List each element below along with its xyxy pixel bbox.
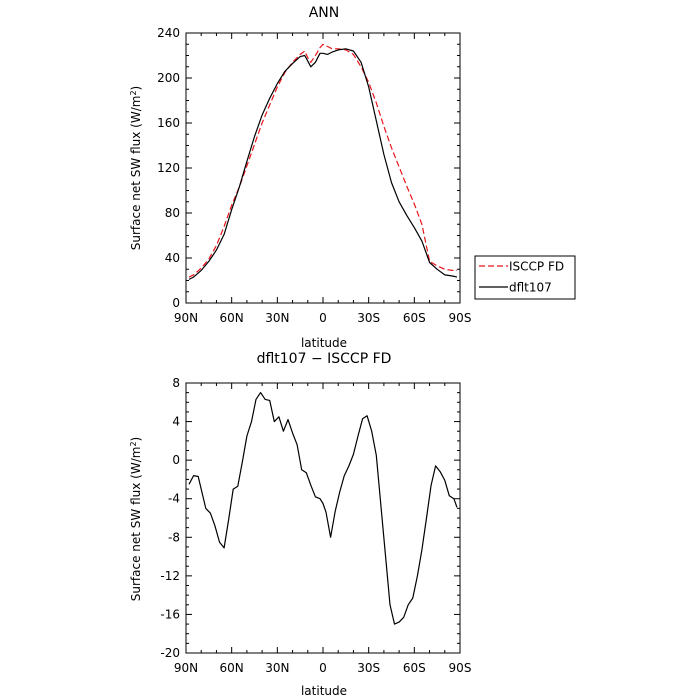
x-tick-label: 90S [449,311,472,325]
y-tick-label: 80 [165,206,180,220]
series-line-isccp-fd [188,43,457,278]
y-tick-label: 200 [157,71,180,85]
bottom-x-axis-label: latitude [301,684,347,698]
x-tick-label: 90S [449,661,472,675]
bottom-plot-frame [185,382,461,654]
x-tick-label: 30S [357,311,380,325]
x-tick-label: 30S [357,661,380,675]
x-tick-label: 60S [403,311,426,325]
bottom-y-axis-label: Surface net SW flux (W/m2) [129,437,144,601]
top-x-axis-label: latitude [301,336,347,350]
y-tick-label: 120 [157,161,180,175]
x-tick-label: 30N [265,311,289,325]
legend-label-isccp: ISCCP FD [509,260,564,274]
bottom-axis-ticks: -20 -16 -12 -8 -4 0 4 8 90N 60N 30N 0 30S 60S 90S [160,376,471,675]
series-line-difference [188,392,458,625]
top-axis-ticks: 0 40 80 120 160 200 240 90N 60N 30N 0 30S 60S 90S [157,26,471,325]
y-tick-label: -12 [160,569,180,583]
legend-box [474,255,576,300]
y-tick-label: -20 [160,646,180,660]
y-tick-label: 240 [157,26,180,40]
x-tick-label: 90N [174,311,198,325]
top-chart-panel: ANN latitude Surface net SW flux (W/m2) … [129,5,472,350]
y-tick-label: 40 [165,251,180,265]
top-y-axis-label: Surface net SW flux (W/m2) [129,86,144,250]
y-tick-label: 4 [172,415,180,429]
x-tick-label: 0 [319,661,327,675]
top-chart-title: ANN [309,5,340,21]
legend: ISCCP FD dflt107 [474,255,576,300]
x-tick-label: 0 [319,311,327,325]
series-line-dflt107 [188,48,458,280]
x-tick-label: 60N [220,311,244,325]
x-tick-label: 60N [220,661,244,675]
top-series-group [188,43,458,280]
bottom-chart-panel: dflt107 − ISCCP FD latitude Surface net … [129,351,472,698]
y-tick-label: -16 [160,607,180,621]
top-plot-frame [185,32,461,304]
x-tick-label: 90N [174,661,198,675]
legend-label-dflt107: dflt107 [509,281,552,295]
y-tick-label: -8 [168,530,180,544]
y-tick-label: -4 [168,492,180,506]
bottom-series-group [188,392,458,625]
y-tick-label: 0 [172,453,180,467]
bottom-chart-title: dflt107 − ISCCP FD [257,351,392,367]
x-tick-label: 60S [403,661,426,675]
y-tick-label: 8 [172,376,180,390]
y-tick-label: 160 [157,116,180,130]
x-tick-label: 30N [265,661,289,675]
y-tick-label: 0 [172,296,180,310]
